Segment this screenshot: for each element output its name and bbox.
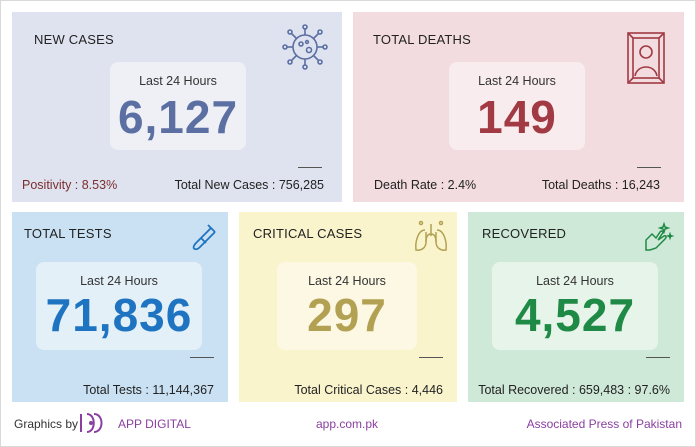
total-deaths-pill: Last 24 Hours 149	[449, 62, 585, 150]
total-new-cases-stat: Total New Cases : 756,285	[174, 178, 324, 192]
critical-cases-title: CRITICAL CASES	[253, 226, 363, 241]
critical-cases-period: Last 24 Hours	[308, 274, 386, 288]
new-cases-title: NEW CASES	[34, 32, 114, 47]
critical-cases-value: 297	[307, 289, 387, 341]
app-digital-brand: APP DIGITAL	[118, 417, 191, 431]
test-tube-icon	[192, 224, 216, 251]
new-cases-divider	[298, 167, 322, 168]
new-cases-value: 6,127	[117, 91, 239, 143]
new-cases-card: NEW CASES Last 24 Hours 6,127 Positivity…	[12, 12, 342, 202]
app-digital-logo-icon	[80, 413, 103, 433]
clean-hand-icon	[645, 221, 674, 251]
total-deaths-period: Last 24 Hours	[478, 74, 556, 88]
new-cases-period: Last 24 Hours	[139, 74, 217, 88]
recovered-value: 4,527	[514, 289, 636, 341]
graphics-by-label: Graphics by	[14, 417, 79, 431]
death-rate-stat: Death Rate : 2.4%	[374, 178, 477, 192]
recovered-card: RECOVERED Last 24 Hours 4,527 Total Reco…	[468, 212, 684, 402]
total-deaths-card: TOTAL DEATHS Last 24 Hours 149 Death Rat…	[353, 12, 684, 202]
total-tests-pill: Last 24 Hours 71,836	[36, 262, 202, 350]
total-tests-value: 71,836	[45, 289, 193, 341]
total-tests-title: TOTAL TESTS	[24, 226, 112, 241]
total-critical-cases-stat: Total Critical Cases : 4,446	[294, 383, 443, 397]
total-deaths-value: 149	[477, 91, 557, 143]
total-deaths-stat: Total Deaths : 16,243	[541, 178, 660, 192]
total-tests-card: TOTAL TESTS Last 24 Hours 71,836 Total T…	[12, 212, 228, 402]
virus-icon	[282, 24, 328, 70]
total-tests-period: Last 24 Hours	[80, 274, 158, 288]
total-deaths-title: TOTAL DEATHS	[373, 32, 471, 47]
critical-cases-pill: Last 24 Hours 297	[277, 262, 417, 350]
agency-name: Associated Press of Pakistan	[526, 417, 682, 431]
total-tests-divider	[190, 357, 214, 358]
total-tests-stat: Total Tests : 11,144,367	[83, 383, 214, 397]
recovered-period: Last 24 Hours	[536, 274, 614, 288]
website-link[interactable]: app.com.pk	[316, 417, 379, 431]
total-deaths-divider	[637, 167, 661, 168]
new-cases-pill: Last 24 Hours 6,127	[110, 62, 246, 150]
recovered-title: RECOVERED	[482, 226, 567, 241]
lungs-icon	[415, 220, 447, 251]
portrait-frame-icon	[627, 32, 665, 84]
total-recovered-stat: Total Recovered : 659,483 : 97.6%	[478, 383, 670, 397]
critical-cases-card: CRITICAL CASES Last 24 Hours 297 Total C…	[239, 212, 457, 402]
critical-cases-divider	[419, 357, 443, 358]
positivity-stat: Positivity : 8.53%	[22, 178, 118, 192]
recovered-pill: Last 24 Hours 4,527	[492, 262, 658, 350]
recovered-divider	[646, 357, 670, 358]
